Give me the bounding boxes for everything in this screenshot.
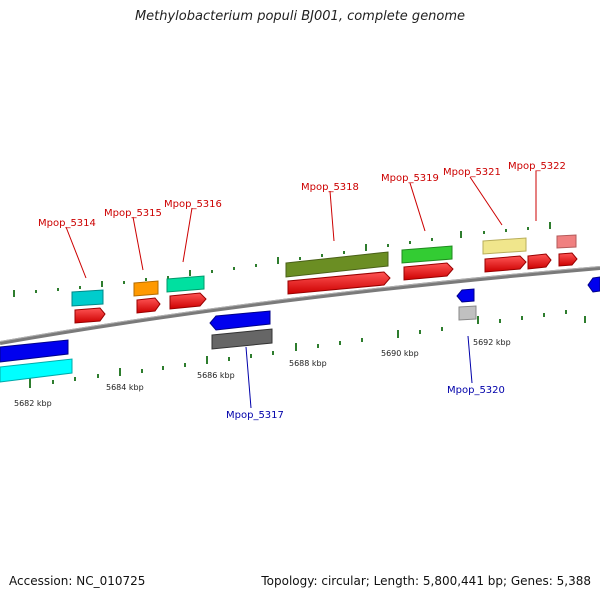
cog-feature-khaki[interactable] [482,237,527,255]
accession-text: Accession: NC_010725 [9,574,146,588]
scale-label: 5684 kbp [106,383,144,392]
gene-label-mpop-5319[interactable]: Mpop_5319 [381,173,439,184]
gene-label-mpop-5314[interactable]: Mpop_5314 [38,218,96,229]
gene-label-mpop-5322[interactable]: Mpop_5322 [508,161,566,172]
cog-feature-gray[interactable] [211,328,273,350]
cds-arrow-mpop-5319[interactable] [403,262,454,281]
leader-line [467,335,473,384]
genome-backbone [0,266,600,345]
scale-label: 5692 kbp [473,338,511,347]
cog-feature-cyan[interactable] [71,289,104,307]
scale-label: 5690 kbp [381,349,419,358]
forward-tick-track [13,222,551,297]
leader-line [132,216,144,271]
scale-label: 5682 kbp [14,399,52,408]
cds-arrow-mpop-5322-a[interactable] [527,253,552,270]
genome-summary-text: Topology: circular; Length: 5,800,441 bp… [261,574,591,588]
cog-feature-orange[interactable] [133,280,159,297]
leader-line [329,190,335,242]
gene-label-mpop-5315[interactable]: Mpop_5315 [104,208,162,219]
cog-feature-lightgray[interactable] [458,305,477,321]
cog-feature-spring[interactable] [166,275,205,293]
cds-arrow-mpop-5321[interactable] [484,255,527,273]
leader-line [409,182,426,232]
cog-feature-pink[interactable] [556,234,577,249]
cds-arrow-mpop-5314[interactable] [74,307,106,324]
leader-line [182,207,193,263]
gene-label-mpop-5321[interactable]: Mpop_5321 [443,167,501,178]
gene-label-mpop-5318[interactable]: Mpop_5318 [301,182,359,193]
reverse-tick-track [29,310,586,388]
cds-arrow-mpop-5317[interactable] [209,310,271,331]
leader-line [245,346,252,409]
gene-label-mpop-5320[interactable]: Mpop_5320 [447,385,505,396]
leader-line [469,176,503,226]
cds-arrow-mpop-5318[interactable] [287,271,391,295]
cds-arrow-mpop-5315[interactable] [136,297,161,314]
scale-label: 5686 kbp [197,371,235,380]
genome-title: Methylobacterium populi BJ001, complete … [134,9,466,24]
cog-feature-green[interactable] [401,245,453,264]
cds-arrow-mpop-5322-b[interactable] [558,252,578,267]
scale-label: 5688 kbp [289,359,327,368]
cds-arrow-mpop-5320[interactable] [456,288,475,303]
cog-feature-olive[interactable] [285,251,389,278]
leader-line [65,226,87,279]
label-leader-lines [65,171,537,409]
gene-label-mpop-5317[interactable]: Mpop_5317 [226,410,284,421]
cog-feature-aqua[interactable] [0,358,73,383]
cds-arrow-mpop-5316[interactable] [169,292,207,310]
cds-arrow-reverse-right[interactable] [587,276,600,293]
cds-arrow-reverse-left[interactable] [0,339,69,363]
gene-label-mpop-5316[interactable]: Mpop_5316 [164,199,222,210]
